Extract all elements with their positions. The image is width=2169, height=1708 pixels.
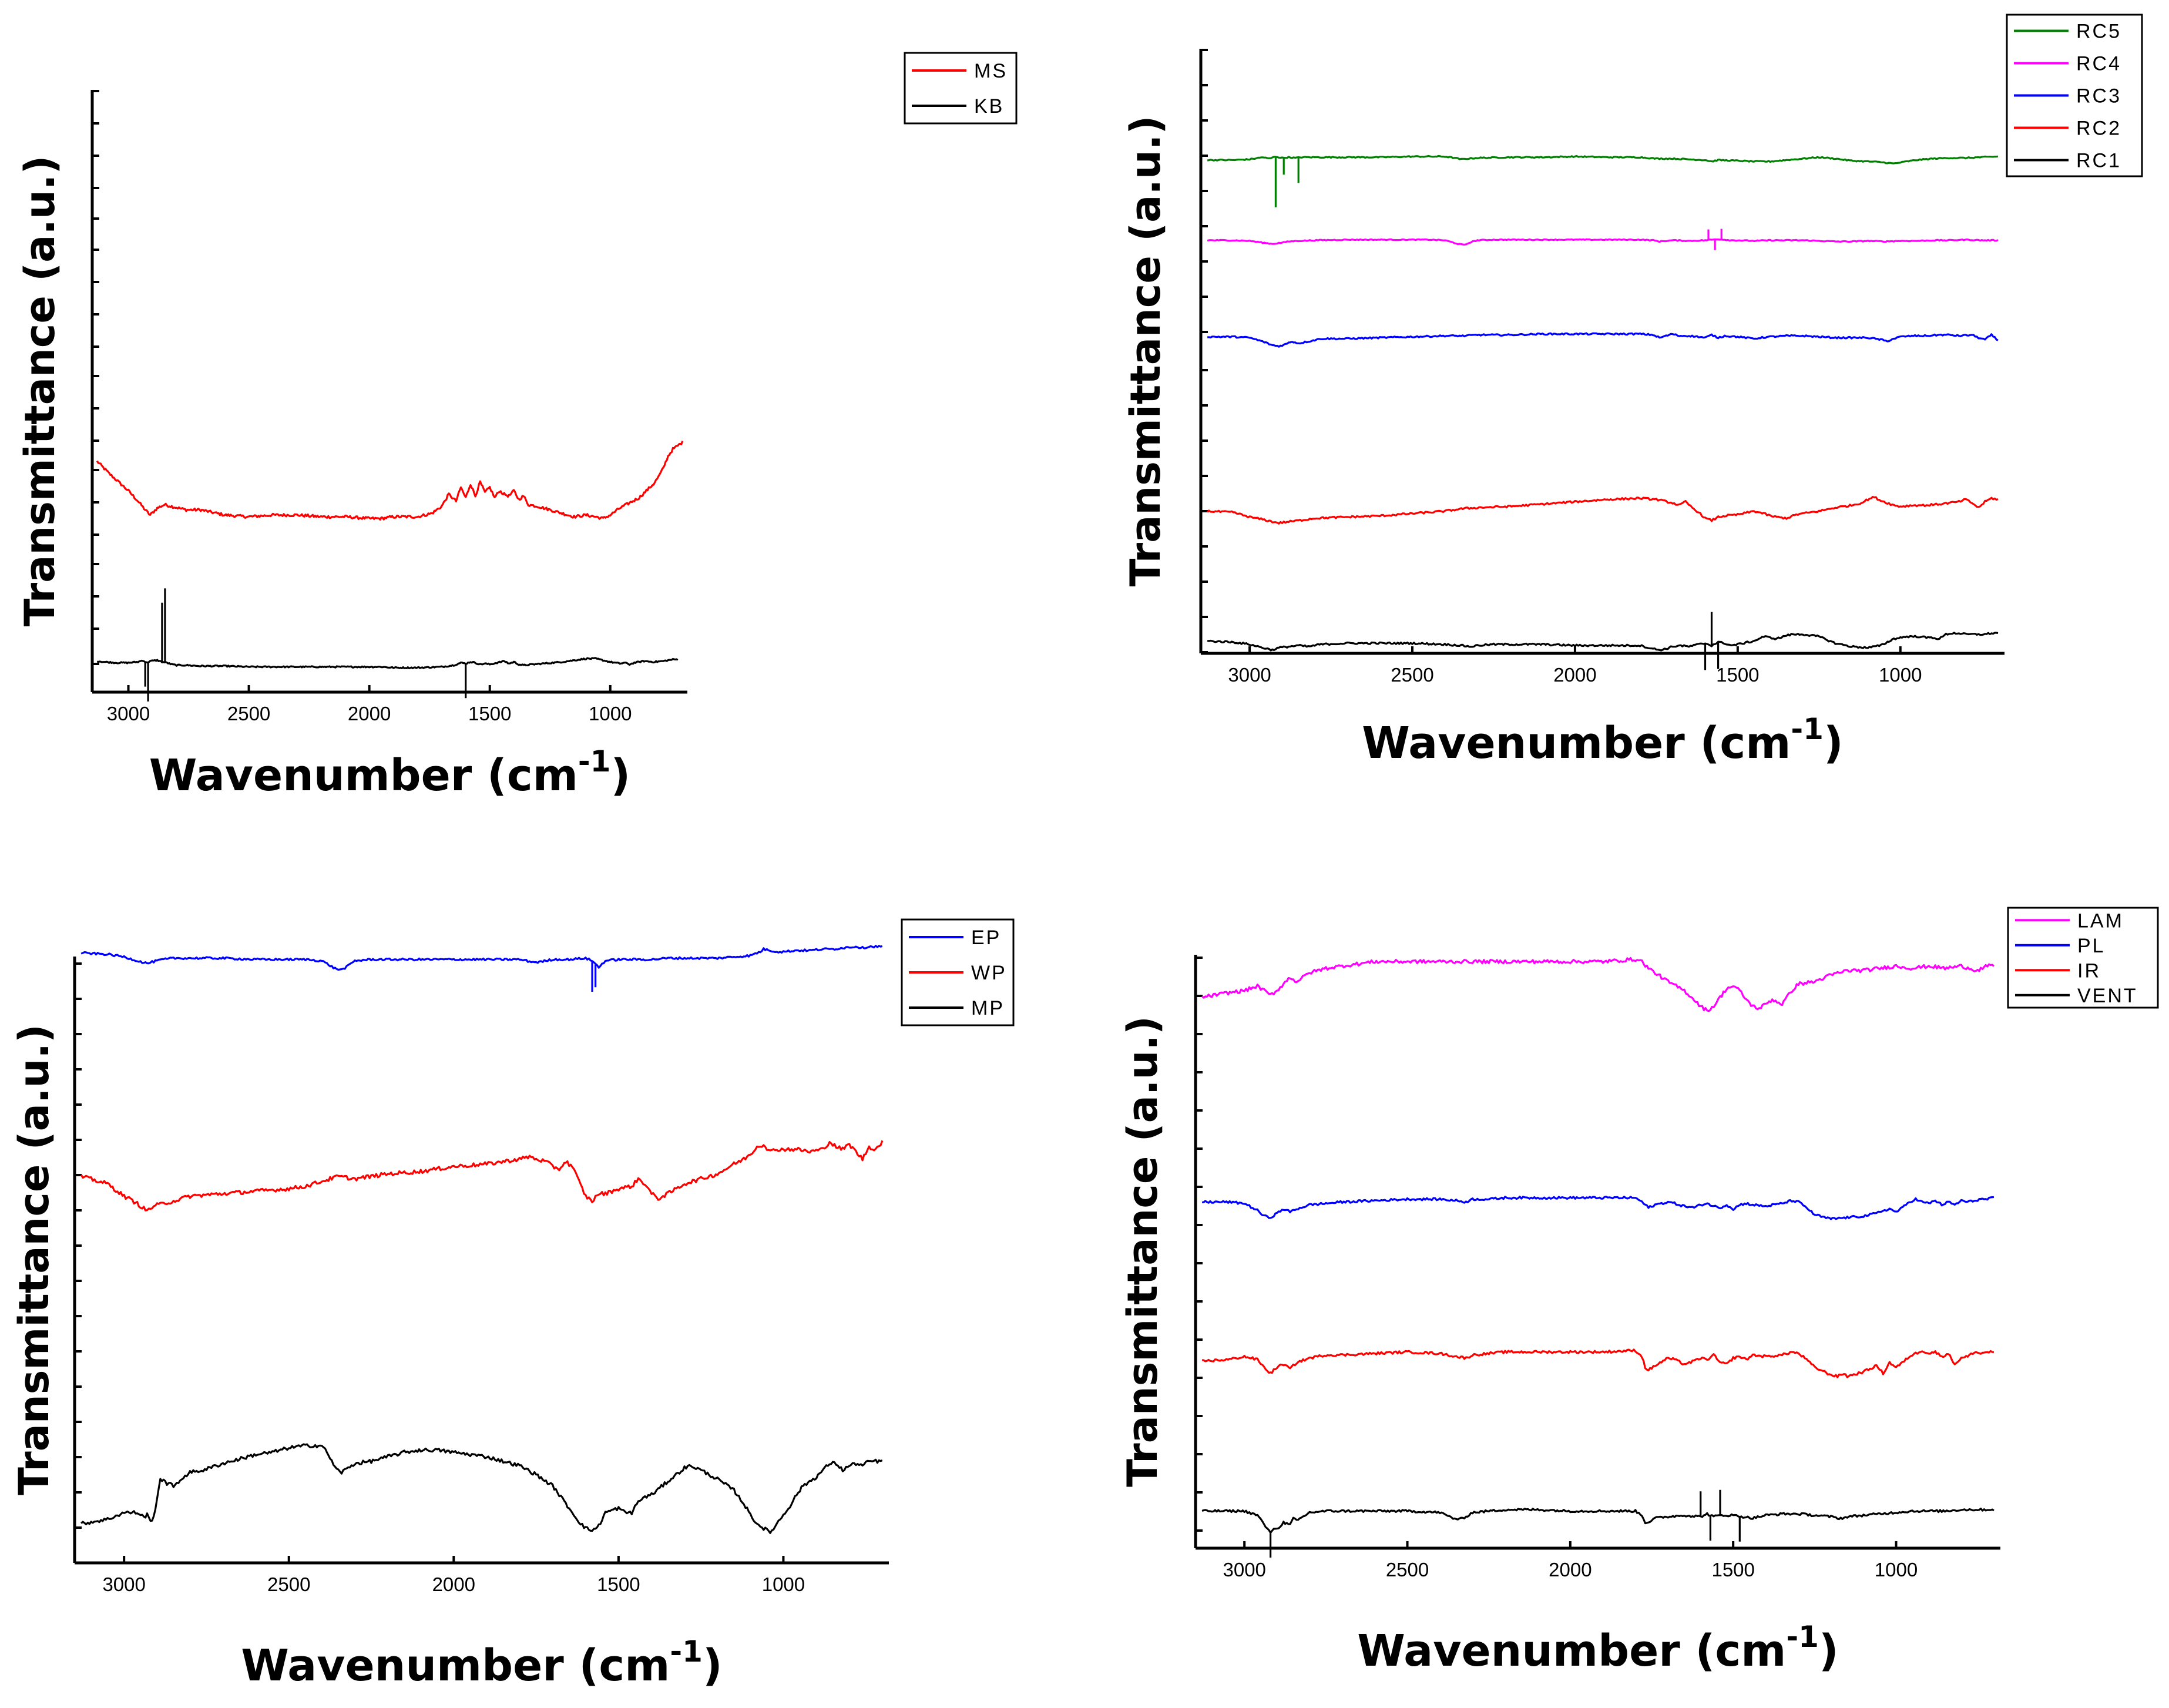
series-rc3 xyxy=(1207,332,1999,348)
x-tick-label: 2500 xyxy=(267,1573,310,1595)
x-tick-label: 1000 xyxy=(1879,664,1922,686)
legend-label: RC3 xyxy=(2076,85,2121,108)
legend-label: LAM xyxy=(2077,910,2124,932)
x-tick-label: 2000 xyxy=(432,1573,475,1595)
x-tick-label: 3000 xyxy=(1223,1559,1265,1581)
legend-label: RC5 xyxy=(2076,21,2121,43)
series-rc5 xyxy=(1207,155,1999,207)
x-tick-label: 1000 xyxy=(762,1573,805,1595)
legend-label: WP xyxy=(971,962,1007,984)
series-wp xyxy=(80,1140,884,1212)
x-tick-label: 2000 xyxy=(1553,664,1596,686)
x-tick-label: 3000 xyxy=(1228,664,1271,686)
series-rc4 xyxy=(1207,229,1999,250)
x-tick-label: 1500 xyxy=(597,1573,640,1595)
x-tick-label: 1500 xyxy=(468,703,511,724)
x-tick-label: 3000 xyxy=(102,1573,145,1595)
legend-label: RC4 xyxy=(2076,53,2121,75)
x-tick-label: 2000 xyxy=(1549,1559,1592,1581)
chart-panel-4: 3000 2500 2000 1500 1000 Wavenumber (cm-1) Tra… xyxy=(1119,907,2159,1676)
legend-label: MS xyxy=(974,60,1008,82)
series-ep xyxy=(80,945,883,992)
y-axis-label: Transmittance (a.u.) xyxy=(1119,1016,1167,1487)
series-rc2 xyxy=(1206,496,1999,525)
series-vent xyxy=(1201,1489,1995,1558)
x-tick-label: 2500 xyxy=(227,703,270,724)
series-kb xyxy=(96,588,679,702)
y-axis-label: Transmittance (a.u.) xyxy=(16,156,64,627)
x-tick-label: 2500 xyxy=(1391,664,1433,686)
legend-label: PL xyxy=(2077,935,2106,957)
legend-label: EP xyxy=(971,927,1001,949)
series-ms xyxy=(96,441,684,521)
x-tick-label: 3000 xyxy=(107,703,150,724)
legend-label: IR xyxy=(2077,959,2101,982)
legend-box xyxy=(904,52,1018,125)
x-tick-label: 1000 xyxy=(589,703,632,724)
series-pl xyxy=(1201,1196,1995,1220)
legend-label: RC2 xyxy=(2076,118,2121,140)
chart-panel-3: 3000 2500 2000 1500 1000 Wavenumber (cm-1) Tra… xyxy=(10,918,1015,1691)
series-mp xyxy=(80,1443,883,1534)
legend-label: MP xyxy=(971,997,1005,1019)
x-axis-label: Wavenumber (cm-1) xyxy=(1357,1620,1838,1676)
chart-panel-2: 3000 2500 2000 1500 1000 Wavenumber (cm-1) Tra… xyxy=(1122,14,2143,769)
legend-label: VENT xyxy=(2077,985,2138,1007)
x-tick-label: 1500 xyxy=(1711,1559,1754,1581)
legend-label: KB xyxy=(974,95,1004,118)
x-tick-label: 2000 xyxy=(348,703,391,724)
legend-box xyxy=(2007,907,2159,1009)
series-ir xyxy=(1201,1348,1995,1378)
series-lam xyxy=(1201,957,1995,1012)
series-rc1 xyxy=(1207,612,1999,670)
x-tick-label: 1000 xyxy=(1875,1559,1918,1581)
y-axis-label: Transmittance (a.u.) xyxy=(10,1024,58,1495)
y-axis-label: Transmittance (a.u.) xyxy=(1122,116,1170,587)
x-axis-label: Wavenumber (cm-1) xyxy=(149,744,630,801)
x-axis-label: Wavenumber (cm-1) xyxy=(241,1635,722,1691)
x-axis-label: Wavenumber (cm-1) xyxy=(1362,712,1843,769)
x-tick-label: 2500 xyxy=(1386,1559,1429,1581)
chart-panel-1: 3000 2500 2000 1500 1000 Wavenumber (cm-1) Tra… xyxy=(16,52,1018,801)
x-tick-label: 1500 xyxy=(1716,664,1759,686)
legend-label: RC1 xyxy=(2076,150,2121,172)
